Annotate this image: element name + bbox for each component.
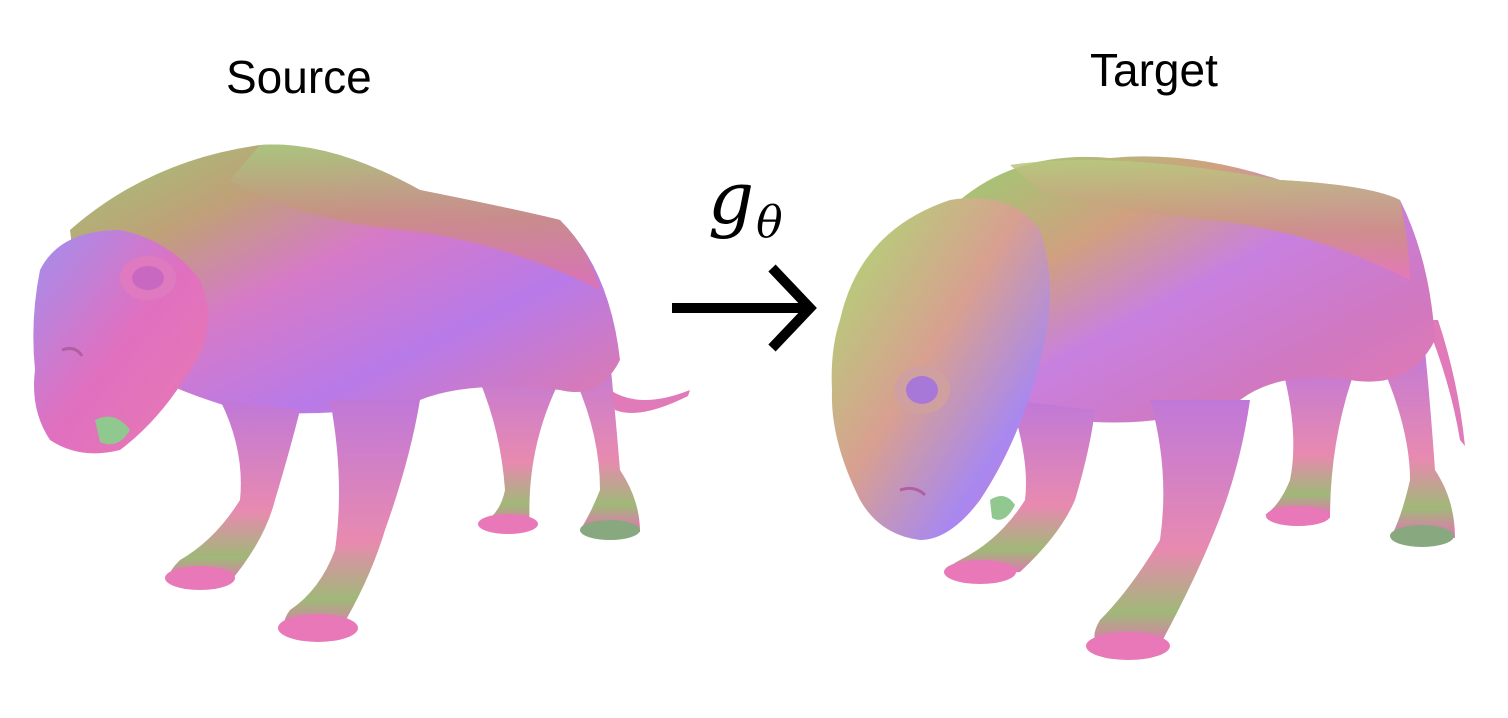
right-arrow-icon [672,264,817,352]
source-title: Source [226,51,372,103]
target-tiger-mesh [831,156,1465,660]
transform-group: gθ [660,160,830,360]
transform-label: gθ [708,156,783,248]
source-tiger-mesh [33,144,690,642]
target-title: Target [1090,44,1218,96]
